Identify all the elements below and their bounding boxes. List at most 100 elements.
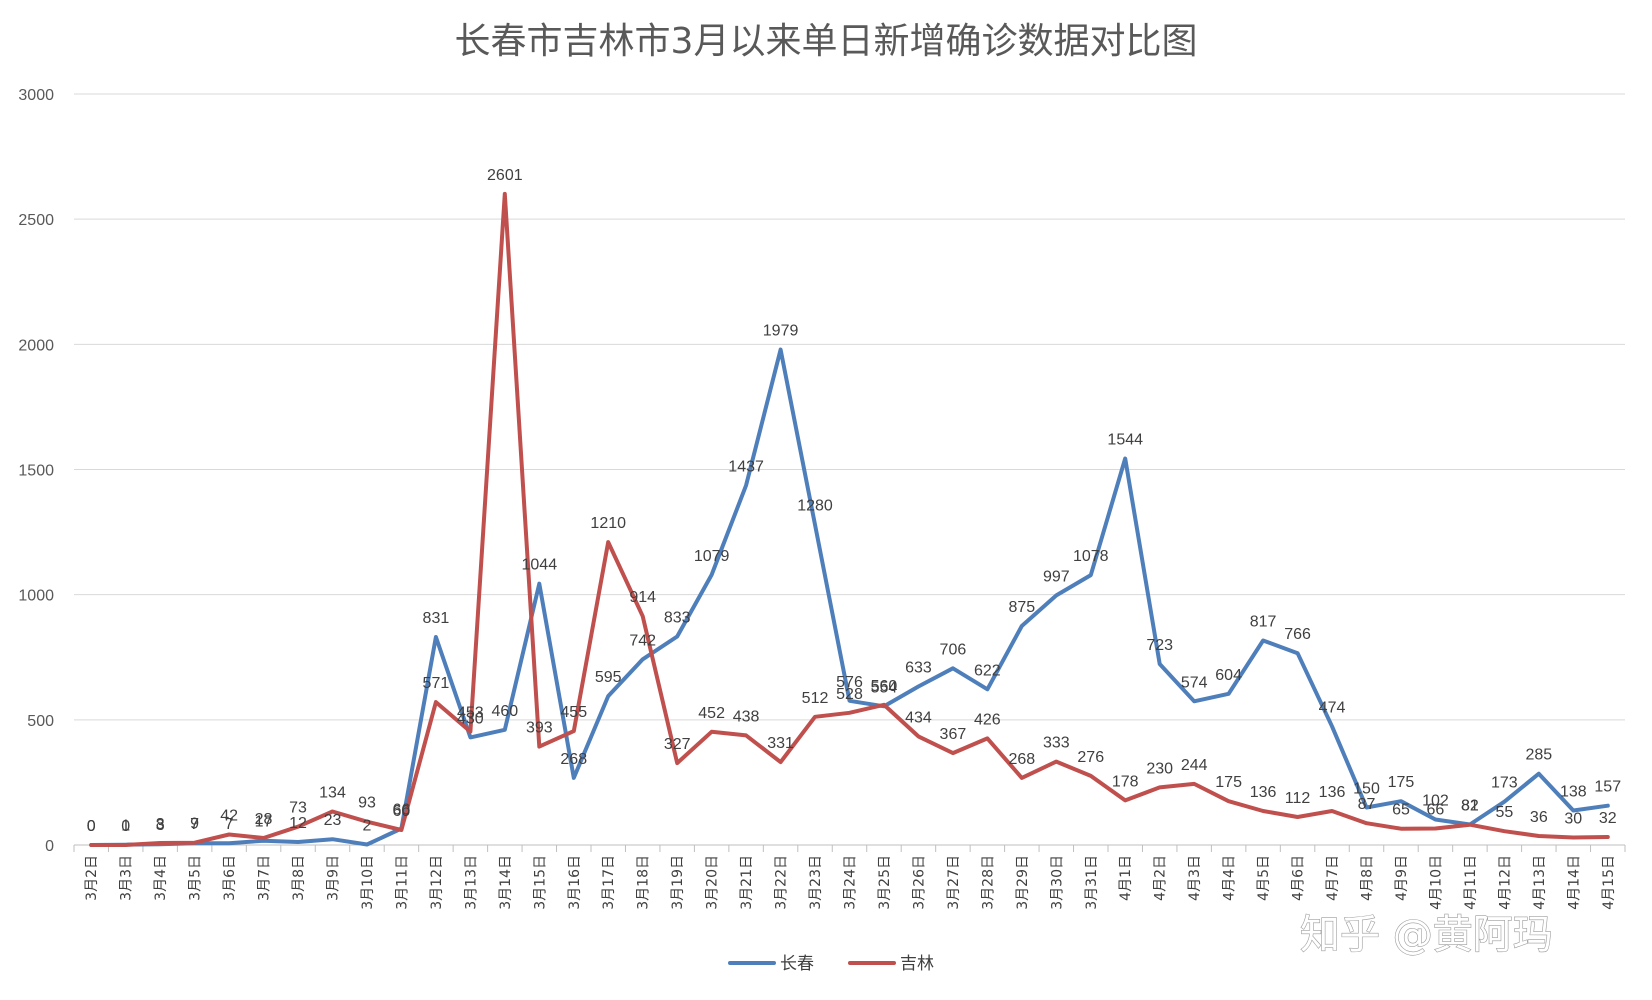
data-label: 112 [1285,790,1311,807]
x-tick-label: 3月22日 [774,855,790,910]
data-label: 32 [1599,810,1617,827]
x-tick-label: 3月15日 [532,855,548,910]
x-tick-label: 3月27日 [946,855,962,910]
data-label: 73 [289,800,307,817]
data-label: 331 [767,735,794,752]
data-label: 512 [802,690,829,707]
data-label: 12 [289,815,307,832]
data-label: 66 [1427,801,1445,818]
data-label: 102 [1422,792,1449,809]
data-label: 55 [1495,804,1513,821]
data-label: 833 [664,609,691,626]
legend-label: 吉林 [900,954,934,974]
x-tick-label: 3月23日 [808,855,824,910]
data-label: 997 [1043,568,1070,585]
data-label: 9 [190,816,199,833]
legend: 长春 吉林 [728,954,934,974]
x-tick-label: 3月13日 [463,855,479,910]
data-label: 327 [664,736,691,753]
data-label: 576 [836,674,863,691]
data-label: 817 [1250,613,1277,630]
data-label: 474 [1319,699,1346,716]
x-tick-label: 3月28日 [980,855,996,910]
data-label: 134 [319,784,346,801]
watermark: 知乎 @黄阿玛 [1300,912,1553,958]
x-tick-label: 4月13日 [1532,855,1548,910]
x-tick-label: 4月4日 [1222,855,1238,901]
data-label: 8 [156,816,165,833]
series-lines [89,191,1610,847]
x-tick-label: 3月24日 [843,855,859,910]
data-label: 1210 [590,515,626,532]
data-label: 438 [733,708,760,725]
x-tick-label: 3月18日 [636,855,652,910]
data-label: 285 [1525,747,1552,764]
data-label: 560 [871,678,898,695]
data-label: 595 [595,669,622,686]
data-label: 17 [255,814,273,831]
data-label: 268 [1008,751,1035,768]
data-label: 60 [393,803,411,820]
data-label: 150 [1353,780,1380,797]
data-label: 633 [905,660,932,677]
data-label: 1437 [728,458,764,475]
data-label: 268 [560,751,587,768]
x-tick-label: 3月5日 [188,855,204,901]
data-label: 178 [1112,773,1139,790]
x-tick-label: 4月9日 [1394,855,1410,901]
data-label: 875 [1008,599,1035,616]
data-label: 434 [905,709,932,726]
x-tick-label: 3月3日 [119,855,135,901]
x-tick-label: 3月9日 [326,855,342,901]
data-label: 0 [87,818,96,835]
x-tick-label: 4月2日 [1153,855,1169,901]
y-tick-label: 1500 [18,463,54,480]
x-tick-label: 4月3日 [1187,855,1203,901]
data-label: 30 [1564,810,1582,827]
data-label: 276 [1077,749,1104,766]
x-tick-label: 4月8日 [1360,855,1376,901]
y-tick-label: 2000 [18,337,54,354]
data-label: 1079 [694,548,730,565]
data-label: 173 [1491,775,1518,792]
x-tick-label: 4月10日 [1428,855,1444,910]
y-tick-label: 2500 [18,212,54,229]
data-label: 460 [491,703,518,720]
data-label: 430 [457,710,484,727]
data-label: 453 [457,705,484,722]
series-line-1 [89,347,1610,847]
y-tick-label: 1000 [18,588,54,605]
y-tick-label: 3000 [18,87,54,104]
data-label: 23 [324,812,342,829]
data-label: 157 [1594,779,1621,796]
data-label: 426 [974,711,1001,728]
data-label: 914 [629,589,656,606]
x-tick-label: 3月2日 [84,855,100,901]
y-tick-label: 500 [27,713,54,730]
x-tick-label: 4月7日 [1325,855,1341,901]
data-label: 554 [871,679,898,696]
x-tick-label: 3月16日 [567,855,583,910]
data-label: 136 [1250,784,1277,801]
x-tick-label: 3月14日 [498,855,514,910]
data-label: 766 [1284,626,1311,643]
chart-title: 长春市吉林市3月以来单日新增确诊数据对比图 [455,21,1198,62]
data-label: 571 [423,675,450,692]
data-label: 36 [1530,809,1548,826]
data-label: 175 [1215,774,1242,791]
data-label: 1044 [522,557,558,574]
x-tick-label: 3月26日 [911,855,927,910]
data-label: 230 [1146,760,1173,777]
gridlines [74,93,1625,846]
data-label: 1 [121,818,130,835]
data-label: 1280 [797,498,833,515]
data-label: 367 [940,726,967,743]
x-tick-label: 3月7日 [257,855,273,901]
x-tick-label: 4月6日 [1291,855,1307,901]
data-label: 742 [629,632,656,649]
x-tick-label: 3月6日 [222,855,238,901]
data-label: 2 [363,817,372,834]
data-label: 333 [1043,735,1070,752]
x-tick-label: 4月12日 [1497,855,1513,910]
